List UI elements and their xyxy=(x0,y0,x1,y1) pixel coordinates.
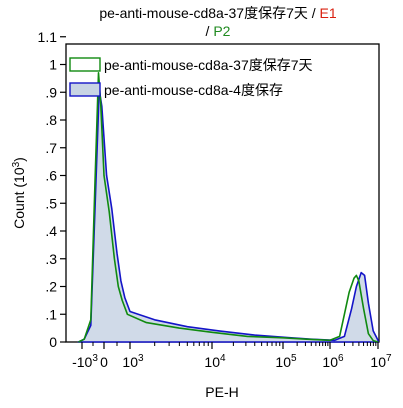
y-axis-label: Count (103) xyxy=(11,157,27,229)
y-tick-label: .7 xyxy=(45,140,57,156)
legend-label-blue: pe-anti-mouse-cd8a-4度保存 xyxy=(104,82,283,98)
legend-swatch-blue xyxy=(69,82,101,97)
y-axis: 0 .1 .2 .3 .4 .5 .6 .7 .8 .9 1 1.1 xyxy=(38,29,66,350)
y-tick-label: .3 xyxy=(45,251,57,267)
y-tick-label: .8 xyxy=(45,112,57,128)
y-tick-label: .2 xyxy=(45,279,57,295)
gate-p2-label: P2 xyxy=(213,23,230,39)
legend-label-green: pe-anti-mouse-cd8a-37度保存7天 xyxy=(104,57,313,73)
x-axis: -103 0 103 104 105 106 107 xyxy=(72,342,392,370)
legend-swatch-green xyxy=(69,57,101,72)
x-tick-label: 106 xyxy=(322,353,344,370)
x-tick-label: 107 xyxy=(370,353,392,370)
x-tick-label: -103 xyxy=(72,353,98,370)
x-axis-label: PE-H xyxy=(205,384,238,400)
y-tick-label: .1 xyxy=(45,306,57,322)
y-tick-label: .5 xyxy=(45,195,57,211)
x-tick-label: 104 xyxy=(204,353,226,370)
y-tick-label: 1.1 xyxy=(38,29,58,45)
y-tick-label: 0 xyxy=(49,334,57,350)
x-tick-label: 0 xyxy=(100,354,108,370)
y-tick-label: .9 xyxy=(45,84,57,100)
legend: pe-anti-mouse-cd8a-37度保存7天 pe-anti-mouse… xyxy=(69,57,313,98)
x-tick-label: 103 xyxy=(122,353,144,370)
y-tick-label: .4 xyxy=(45,223,57,239)
y-tick-label: .6 xyxy=(45,168,57,184)
gate-e1-label: E1 xyxy=(320,5,337,21)
chart-title-line-2: / P2 xyxy=(206,23,231,39)
y-tick-label: 1 xyxy=(49,57,57,73)
x-tick-label: 105 xyxy=(275,353,297,370)
chart-title-line-1: pe-anti-mouse-cd8a-37度保存7天 / E1 xyxy=(99,5,337,21)
